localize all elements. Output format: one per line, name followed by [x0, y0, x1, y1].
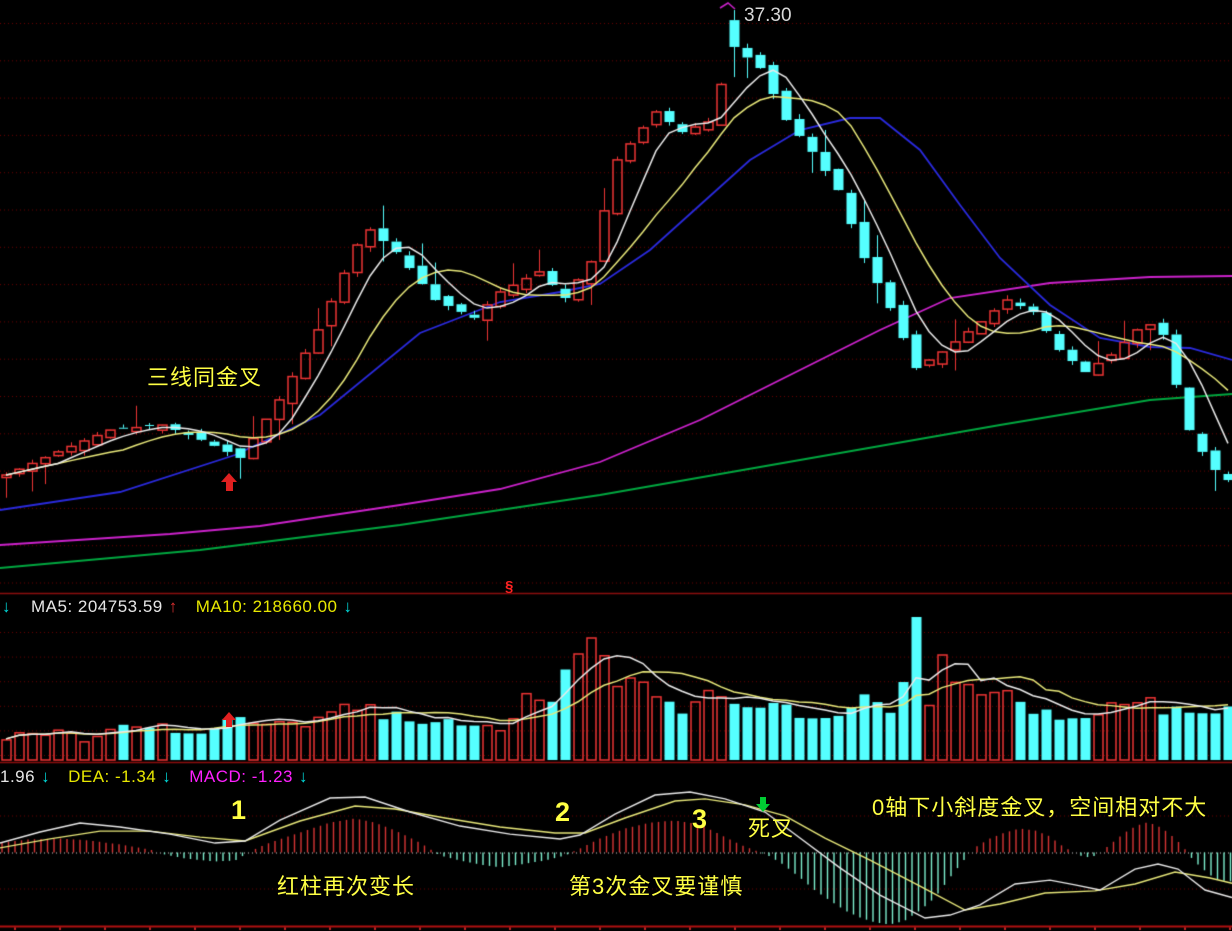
below-zero-cross-note: 0轴下小斜度金叉，空间相对不大: [872, 795, 1208, 820]
dif-value: 1.96: [0, 767, 36, 786]
vol-down-arrow-icon: ↓: [2, 597, 11, 616]
ma10-down-arrow-icon: ↓: [343, 597, 353, 616]
ma5-up-arrow-icon: ↑: [168, 597, 178, 616]
dif-down-arrow-icon: ↓: [41, 767, 51, 786]
buy-signal-arrow-main-icon: [221, 473, 237, 491]
golden-cross-3-label: 3: [692, 804, 708, 834]
macd-indicator-header: 1.96 ↓ DEA: -1.34 ↓ MACD: -1.23 ↓: [0, 768, 308, 785]
dea-value: DEA: -1.34: [68, 767, 157, 786]
three-line-golden-cross-note: 三线同金叉: [147, 365, 263, 390]
golden-cross-2-label: 2: [555, 797, 571, 827]
buy-signal-arrow-volume-icon: [222, 712, 236, 727]
golden-cross-1-label: 1: [231, 795, 247, 825]
dea-down-arrow-icon: ↓: [162, 767, 172, 786]
death-cross-note: 死叉: [748, 816, 795, 841]
volume-indicator-header: ↓ MA5: 204753.59 ↑ MA10: 218660.00 ↓: [2, 598, 352, 615]
ex-rights-marker: §: [505, 578, 514, 595]
macd-down-arrow-icon: ↓: [299, 767, 308, 786]
macd-value: MACD: -1.23: [189, 767, 293, 786]
red-bars-lengthen-note: 红柱再次变长: [277, 874, 416, 899]
sell-signal-arrow-macd-icon: [756, 797, 770, 812]
third-cross-caution-note: 第3次金叉要谨慎: [569, 874, 744, 899]
volume-ma5-value: MA5: 204753.59: [31, 597, 163, 616]
volume-ma10-value: MA10: 218660.00: [195, 597, 338, 616]
peak-price-label: 37.30: [744, 5, 792, 26]
